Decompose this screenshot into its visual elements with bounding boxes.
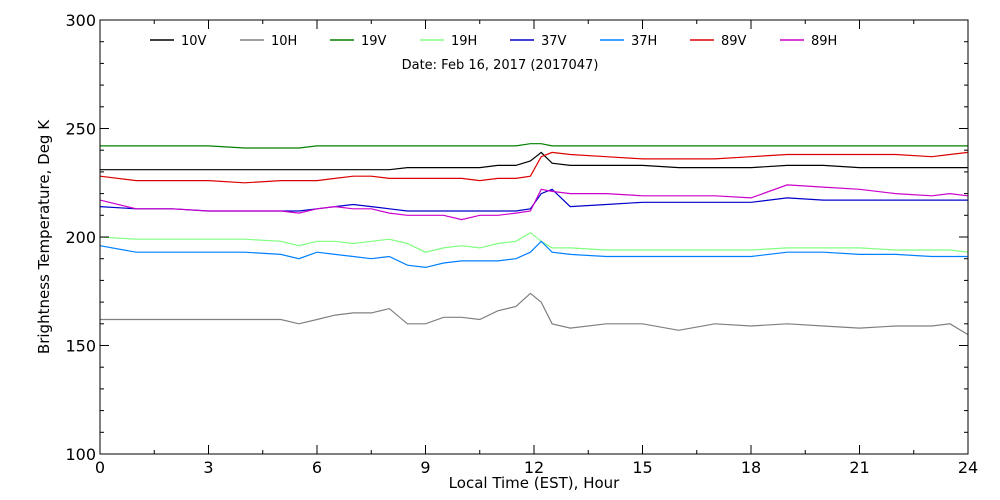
chart-annotation: Date: Feb 16, 2017 (2017047) (402, 58, 599, 73)
x-tick-label: 6 (312, 458, 322, 477)
y-tick-label: 100 (65, 445, 96, 464)
series-line-37v (99, 188, 968, 212)
series-line-10v (100, 151, 968, 171)
x-tick-label: 3 (203, 458, 213, 477)
x-tick-label: 9 (420, 458, 430, 477)
legend-label: 19H (451, 34, 477, 49)
x-axis-title: Local Time (EST), Hour (449, 474, 620, 492)
legend-label: 19V (361, 34, 387, 49)
legend: 10V 10H 19V 19H 37V 37H 89V 89H (150, 34, 837, 49)
legend-label: 10V (181, 34, 207, 49)
legend-label: 10H (271, 34, 297, 49)
series-line-10h (100, 292, 969, 336)
y-axis-title: Brightness Temperature, Deg K (35, 119, 53, 354)
x-tick-label: 18 (741, 458, 761, 477)
y-tick-label: 150 (65, 337, 96, 356)
y-tick-label: 300 (65, 11, 96, 30)
legend-label: 89H (811, 34, 837, 49)
x-tick-label: 21 (849, 458, 869, 477)
series-line-89v (99, 151, 969, 184)
series-line-89h (99, 184, 969, 221)
plot-frame (99, 19, 969, 455)
x-tick-label: 24 (958, 458, 978, 477)
series-layer (99, 143, 969, 336)
x-tick-label: 0 (95, 458, 105, 477)
legend-label: 89V (721, 34, 747, 49)
series-line-19v (100, 143, 968, 149)
y-tick-label: 250 (65, 120, 96, 139)
y-tick-label: 200 (65, 228, 96, 247)
x-tick-label: 12 (524, 458, 544, 477)
series-line-37h (99, 240, 968, 269)
x-tick-label: 15 (632, 458, 652, 477)
series-line-19h (99, 231, 969, 253)
axis-ticks: 0 3 6 9 12 15 18 21 24 100 150 200 250 300 (65, 11, 978, 477)
legend-label: 37V (541, 34, 567, 49)
legend-label: 37H (631, 34, 657, 49)
